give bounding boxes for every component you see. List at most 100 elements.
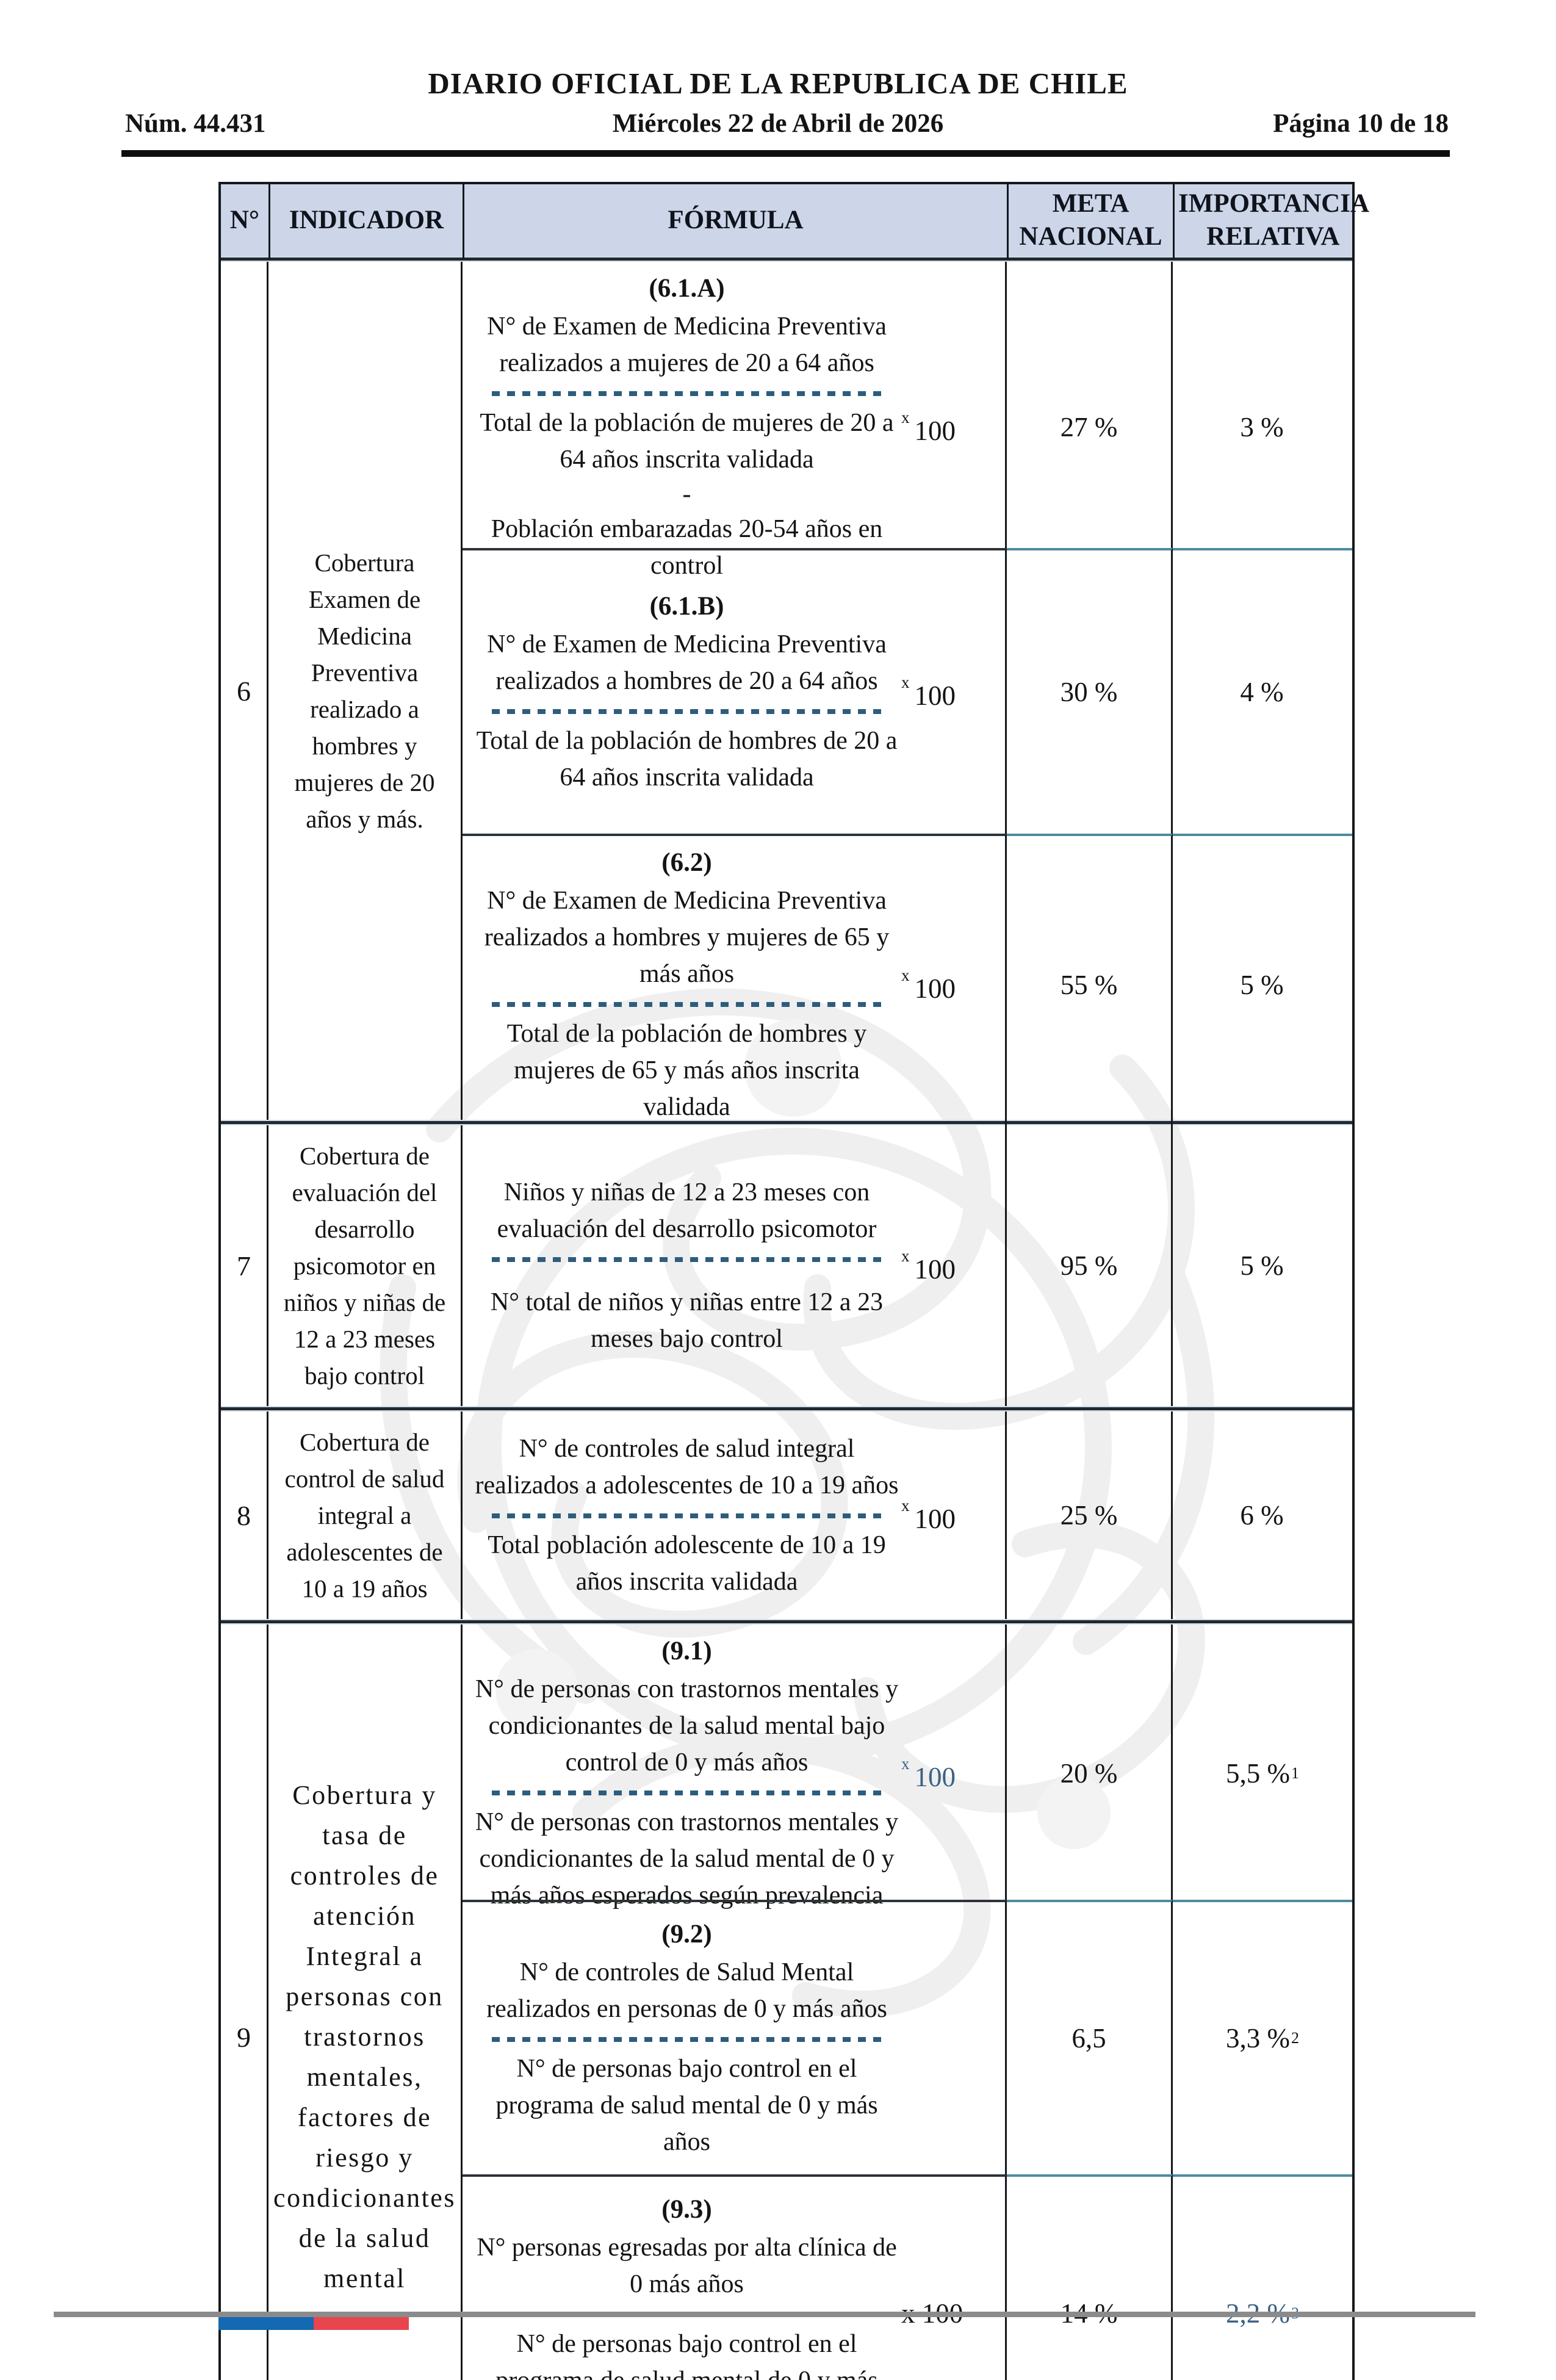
formula-subrow: (9.2) N° de controles de Salud Mental re… — [463, 1899, 1352, 2175]
col-header-meta: META NACIONAL — [1007, 182, 1173, 259]
fraction-line — [492, 2037, 882, 2042]
formula-numerator: N° de controles de Salud Mental realizad… — [486, 1958, 887, 2023]
bottom-rule — [54, 2312, 1475, 2317]
flag-blue-block — [218, 2317, 314, 2330]
formula-numerator: N° de Examen de Medicina Preventiva real… — [487, 630, 887, 695]
formula-fraction: (9.1) N° de personas con trastornos ment… — [466, 1633, 901, 1914]
row-number: 8 — [221, 1412, 268, 1619]
meta-value: 20 % — [1007, 1625, 1173, 1922]
edition-date: Miércoles 22 de Abril de 2026 — [612, 109, 944, 138]
importancia-value: 2,2 %3 — [1173, 2174, 1352, 2380]
indicator-text: Cobertura Examen de Medicina Preventiva … — [268, 262, 463, 1120]
formula-code: (6.1.B) — [649, 592, 724, 621]
table-row: 9 Cobertura y tasa de controles de atenc… — [221, 1625, 1352, 2380]
header-meta-row: Núm. 44.431 Miércoles 22 de Abril de 202… — [0, 109, 1556, 145]
row-separator — [221, 256, 1352, 262]
row-separator — [221, 1619, 1352, 1625]
formula-subrow: N° de controles de salud integral realiz… — [463, 1412, 1352, 1619]
multiplier: x 100 — [901, 673, 956, 711]
fraction-line — [492, 1257, 882, 1262]
importancia-value: 5 % — [1173, 834, 1352, 1134]
table-row: 6 Cobertura Examen de Medicina Preventiv… — [221, 262, 1352, 1134]
header-rule — [121, 150, 1450, 157]
issue-number: Núm. 44.431 — [125, 109, 266, 138]
formula-denominator: N° de personas con trastornos mentales y… — [475, 1808, 899, 1909]
fraction-line — [492, 1513, 882, 1518]
importancia-value: 4 % — [1173, 547, 1352, 834]
col-header-n: N° — [229, 206, 260, 234]
publication-title: DIARIO OFICIAL DE LA REPUBLICA DE CHILE — [428, 67, 1128, 100]
row-separator — [221, 1406, 1352, 1412]
meta-value: 30 % — [1007, 547, 1173, 834]
row-separator — [221, 1120, 1352, 1125]
formula-denominator: Total de la población de mujeres de 20 a… — [480, 409, 894, 474]
multiplier: x 100 — [901, 965, 956, 1004]
formula-subrow: (9.3) N° personas egresadas por alta clí… — [463, 2174, 1352, 2380]
coat-of-arms-watermark — [380, 988, 1215, 2018]
importancia-value: 6 % — [1240, 1500, 1284, 1531]
formula-fraction: (6.1.B) N° de Examen de Medicina Prevent… — [466, 588, 901, 796]
formula-fraction: (9.2) N° de controles de Salud Mental re… — [466, 1916, 901, 2160]
indicators-table: N° INDICADOR FÓRMULA META NACIONAL IMPOR… — [218, 182, 1369, 2380]
multiplier: x 100 — [901, 1496, 956, 1534]
col-header-indicador: INDICADOR — [268, 182, 463, 259]
multiplier: x 100 — [901, 1246, 956, 1285]
importancia-value: 5 % — [1240, 1250, 1284, 1281]
row-number: 6 — [221, 262, 268, 1120]
meta-value: 25 % — [1007, 1412, 1173, 1619]
page-content: N° INDICADOR FÓRMULA META NACIONAL IMPOR… — [218, 182, 1369, 2380]
formula-denominator: N° de personas bajo control en el progra… — [495, 2055, 878, 2156]
meta-value: 95 % — [1007, 1125, 1173, 1406]
formula-code: (9.2) — [661, 1920, 712, 1949]
row-number: 7 — [221, 1125, 268, 1406]
minus-sign: - — [682, 480, 691, 508]
formula-numerator: N° de controles de salud integral realiz… — [475, 1435, 899, 1499]
importancia-value: 3 % — [1240, 412, 1284, 442]
meta-value: 6,5 — [1007, 1899, 1173, 2175]
formula-denominator: Total población adolescente de 10 a 19 a… — [488, 1531, 886, 1596]
formula-denominator-2: Población embarazadas 20-54 años en cont… — [491, 515, 883, 580]
formula-fraction: Niños y niñas de 12 a 23 meses con evalu… — [466, 1174, 901, 1357]
formula-numerator: N° personas egresadas por alta clínica d… — [477, 2233, 897, 2298]
fraction-line — [492, 1790, 882, 1795]
fraction-line — [492, 391, 882, 396]
formula-denominator: N° de personas bajo control en el progra… — [495, 2329, 877, 2380]
multiplier: x 100 — [901, 1754, 956, 1792]
formula-subrow: (6.1.A) N° de Examen de Medicina Prevent… — [463, 262, 1352, 593]
flag-red-block — [314, 2317, 409, 2330]
formula-fraction: (6.1.A) N° de Examen de Medicina Prevent… — [466, 270, 901, 584]
formula-code: (9.1) — [661, 1637, 712, 1665]
meta-value: 55 % — [1007, 834, 1173, 1134]
table-header-row: N° INDICADOR FÓRMULA META NACIONAL IMPOR… — [221, 182, 1369, 259]
formula-fraction: (9.3) N° personas egresadas por alta clí… — [466, 2191, 901, 2380]
fraction-line — [492, 1002, 882, 1008]
importancia-value: 3,3 % 2 — [1173, 1899, 1352, 2175]
indicator-text: Cobertura de control de salud integral a… — [268, 1412, 463, 1619]
formula-subrow: (9.1) N° de personas con trastornos ment… — [463, 1625, 1352, 1922]
formula-subrow: (6.1.B) N° de Examen de Medicina Prevent… — [463, 547, 1352, 834]
formula-fraction: (6.2) N° de Examen de Medicina Preventiv… — [466, 845, 901, 1125]
meta-value: 27 % — [1007, 262, 1173, 593]
formula-denominator: Total de la población de hombres de 20 a… — [476, 727, 898, 792]
indicator-text: Cobertura y tasa de controles de atenció… — [268, 1625, 463, 2380]
page-indicator: Página 10 de 18 — [1273, 109, 1449, 138]
fraction-line — [492, 709, 882, 714]
formula-numerator: N° de personas con trastornos mentales y… — [475, 1675, 899, 1776]
formula-fraction: N° de controles de salud integral realiz… — [466, 1430, 901, 1600]
formula-subrow: (6.2) N° de Examen de Medicina Preventiv… — [463, 834, 1352, 1134]
table-row: 7 Cobertura de evaluación del desarrollo… — [221, 1125, 1352, 1406]
multiplier: x 100 — [901, 408, 956, 446]
importancia-value: 5,5 % 1 — [1226, 1758, 1299, 1789]
indicator-text: Cobertura de evaluación del desarrollo p… — [268, 1125, 463, 1406]
chile-flag-mark — [218, 2317, 409, 2330]
row-number: 9 — [221, 1625, 268, 2380]
col-header-formula: FÓRMULA — [463, 182, 1007, 259]
col-header-importancia: IMPORTANCIA RELATIVA — [1173, 182, 1372, 259]
meta-value: 14 % — [1007, 2174, 1173, 2380]
formula-numerator: Niños y niñas de 12 a 23 meses con evalu… — [497, 1178, 877, 1243]
table-row: 8 Cobertura de control de salud integral… — [221, 1412, 1352, 1619]
formula-code: (9.3) — [661, 2194, 712, 2224]
formula-code: (6.1.A) — [649, 274, 725, 303]
formula-denominator: Total de la población de hombres y mujer… — [506, 1020, 867, 1122]
formula-denominator: N° total de niños y niñas entre 12 a 23 … — [490, 1288, 884, 1353]
